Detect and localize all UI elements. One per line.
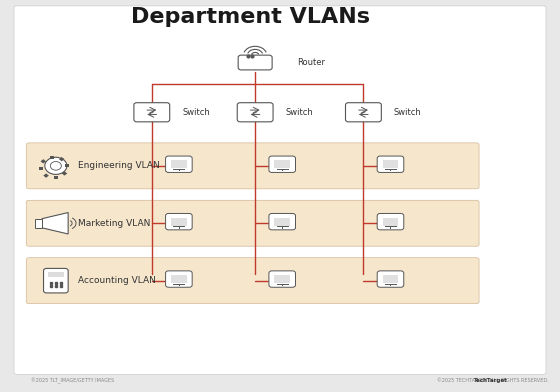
- FancyBboxPatch shape: [238, 55, 272, 70]
- Bar: [40, 159, 46, 163]
- FancyBboxPatch shape: [377, 156, 404, 172]
- Bar: [39, 167, 43, 171]
- FancyBboxPatch shape: [274, 275, 290, 283]
- Circle shape: [50, 162, 62, 170]
- FancyBboxPatch shape: [26, 143, 479, 189]
- FancyBboxPatch shape: [382, 218, 398, 226]
- FancyBboxPatch shape: [166, 271, 192, 287]
- Polygon shape: [42, 212, 68, 234]
- FancyBboxPatch shape: [237, 103, 273, 122]
- Text: ©2025 TECHTARGET. ALL RIGHTS RESERVED.: ©2025 TECHTARGET. ALL RIGHTS RESERVED.: [437, 378, 549, 383]
- Bar: [59, 157, 64, 162]
- FancyBboxPatch shape: [44, 269, 68, 293]
- FancyBboxPatch shape: [274, 160, 290, 169]
- FancyBboxPatch shape: [274, 218, 290, 226]
- FancyBboxPatch shape: [171, 218, 186, 226]
- FancyBboxPatch shape: [269, 271, 296, 287]
- FancyBboxPatch shape: [134, 103, 170, 122]
- Bar: [65, 164, 69, 167]
- FancyBboxPatch shape: [26, 200, 479, 246]
- FancyBboxPatch shape: [269, 214, 296, 230]
- Text: Engineering VLAN: Engineering VLAN: [78, 162, 160, 171]
- FancyBboxPatch shape: [269, 156, 296, 172]
- FancyBboxPatch shape: [26, 258, 479, 304]
- FancyBboxPatch shape: [171, 275, 186, 283]
- Bar: [54, 176, 58, 179]
- FancyBboxPatch shape: [382, 275, 398, 283]
- Bar: [62, 171, 67, 176]
- Bar: [50, 156, 54, 159]
- Bar: [43, 173, 49, 178]
- FancyBboxPatch shape: [48, 272, 64, 277]
- FancyBboxPatch shape: [346, 103, 381, 122]
- Text: Switch: Switch: [394, 108, 422, 117]
- Text: TechTarget: TechTarget: [474, 378, 508, 383]
- Text: Accounting VLAN: Accounting VLAN: [78, 276, 156, 285]
- Text: Switch: Switch: [183, 108, 210, 117]
- FancyBboxPatch shape: [377, 214, 404, 230]
- FancyBboxPatch shape: [382, 160, 398, 169]
- Text: Router: Router: [297, 58, 325, 67]
- FancyBboxPatch shape: [35, 219, 42, 228]
- FancyBboxPatch shape: [166, 214, 192, 230]
- Circle shape: [45, 157, 67, 174]
- Text: Switch: Switch: [286, 108, 314, 117]
- Text: ©2025 TLT_IMAGE/GETTY IMAGES: ©2025 TLT_IMAGE/GETTY IMAGES: [31, 378, 114, 384]
- FancyBboxPatch shape: [166, 156, 192, 172]
- FancyBboxPatch shape: [171, 160, 186, 169]
- Text: Marketing VLAN: Marketing VLAN: [78, 219, 150, 228]
- FancyBboxPatch shape: [377, 271, 404, 287]
- Text: Department VLANs: Department VLANs: [130, 7, 370, 27]
